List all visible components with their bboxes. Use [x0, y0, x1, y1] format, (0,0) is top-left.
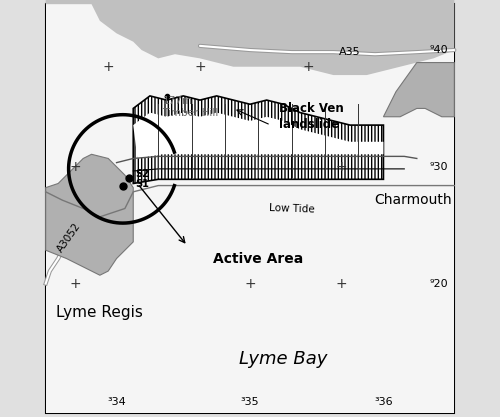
Text: S1: S1	[136, 179, 149, 189]
Text: ³36: ³36	[374, 397, 393, 407]
Text: Low Tide: Low Tide	[268, 203, 314, 214]
Text: S2: S2	[136, 169, 149, 179]
Text: +: +	[102, 60, 114, 74]
Polygon shape	[46, 0, 455, 75]
Text: Black Ven
landslide: Black Ven landslide	[279, 102, 344, 131]
Text: A3052: A3052	[55, 221, 82, 254]
Text: Active Area: Active Area	[213, 251, 304, 266]
Text: ⁹30: ⁹30	[430, 162, 448, 172]
Text: 177m
Timber Hill: 177m Timber Hill	[162, 96, 219, 118]
Text: +: +	[194, 60, 206, 74]
Text: +: +	[302, 60, 314, 74]
Text: Lyme Regis: Lyme Regis	[56, 305, 144, 320]
Polygon shape	[46, 154, 133, 275]
Text: Charmouth: Charmouth	[374, 193, 452, 207]
Text: +: +	[336, 160, 347, 174]
Polygon shape	[384, 63, 454, 117]
Text: A35: A35	[340, 47, 361, 57]
Text: ³34: ³34	[107, 397, 126, 407]
Text: +: +	[244, 276, 256, 291]
FancyBboxPatch shape	[46, 4, 455, 413]
Text: +: +	[336, 276, 347, 291]
Text: +: +	[69, 160, 80, 174]
Polygon shape	[133, 113, 388, 158]
Text: ⁹20: ⁹20	[430, 279, 448, 289]
FancyBboxPatch shape	[46, 4, 455, 413]
Text: ³35: ³35	[240, 397, 260, 407]
Polygon shape	[133, 96, 384, 183]
Text: +: +	[69, 276, 80, 291]
Text: Lyme Bay: Lyme Bay	[239, 349, 328, 368]
Text: ⁹40: ⁹40	[430, 45, 448, 55]
